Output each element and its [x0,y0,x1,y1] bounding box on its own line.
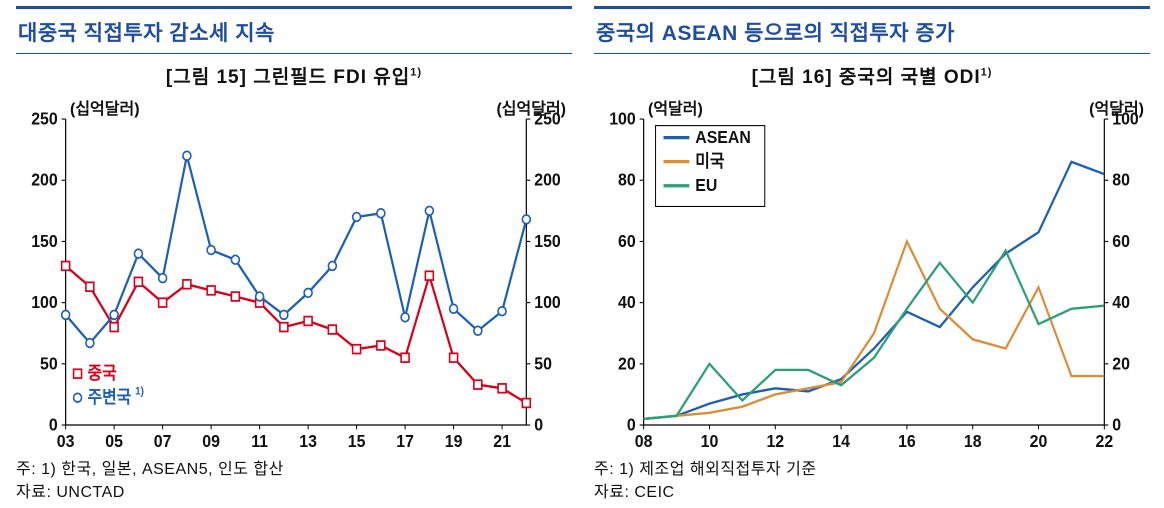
left-unit-left: (십억달러) [70,95,140,119]
svg-text:40: 40 [618,292,636,312]
svg-text:20: 20 [1112,354,1130,374]
svg-text:150: 150 [31,231,57,251]
right-unit-left: (억달러) [648,95,703,119]
left-chart-box: (십억달러) (십억달러) 00505010010015015020020025… [16,95,572,456]
svg-text:100: 100 [609,109,635,129]
svg-text:0: 0 [1112,415,1121,435]
svg-text:200: 200 [534,170,560,190]
svg-text:21: 21 [493,431,511,451]
right-chart-title-sup: 1) [981,67,993,79]
svg-text:50: 50 [534,354,552,374]
svg-text:60: 60 [1112,231,1130,251]
right-note1-text: 제조업 해외직접투자 기준 [639,461,816,478]
right-chart-title: [그림 16] 중국의 국별 ODI1) [594,62,1150,89]
svg-text:ASEAN: ASEAN [695,127,751,147]
svg-text:100: 100 [31,292,57,312]
svg-text:05: 05 [105,431,123,451]
right-panel: 중국의 ASEAN 등으로의 직접투자 증가 [그림 16] 중국의 국별 OD… [582,0,1164,508]
svg-text:11: 11 [251,431,268,451]
svg-text:주변국: 주변국 [87,387,131,407]
svg-text:08: 08 [635,431,653,451]
left-panel: 대중국 직접투자 감소세 지속 [그림 15] 그린필드 FDI 유입1) (십… [0,0,582,508]
right-note2-label: 자료: [594,484,634,501]
svg-text:150: 150 [534,231,560,251]
svg-text:1): 1) [135,386,144,398]
svg-text:16: 16 [898,431,916,451]
svg-text:03: 03 [57,431,75,451]
svg-text:미국: 미국 [695,151,724,171]
svg-text:60: 60 [618,231,636,251]
left-chart-svg: 0050501001001501502002002502500305070911… [16,95,572,456]
svg-text:100: 100 [534,292,560,312]
left-chart-title-sup: 1) [410,67,422,79]
svg-text:07: 07 [154,431,172,451]
svg-text:40: 40 [1112,292,1130,312]
svg-text:14: 14 [832,431,850,451]
right-note2-text: CEIC [634,484,674,501]
svg-text:20: 20 [1030,431,1048,451]
svg-text:80: 80 [1112,170,1130,190]
svg-text:중국: 중국 [87,363,116,383]
left-chart-title: [그림 15] 그린필드 FDI 유입1) [16,62,572,89]
left-note1-text: 한국, 일본, ASEAN5, 인도 합산 [61,461,284,478]
left-unit-right: (십억달러) [496,95,566,119]
svg-text:20: 20 [618,354,636,374]
figure-pair: 대중국 직접투자 감소세 지속 [그림 15] 그린필드 FDI 유입1) (십… [0,0,1164,508]
left-note2-text: UNCTAD [56,484,124,501]
svg-text:13: 13 [299,431,317,451]
right-chart-box: (억달러) (억달러) 0020204040606080801001000810… [594,95,1150,456]
svg-text:17: 17 [396,431,414,451]
left-notes: 주: 1) 한국, 일본, ASEAN5, 인도 합산 자료: UNCTAD [16,458,572,504]
svg-text:12: 12 [766,431,784,451]
svg-text:19: 19 [445,431,463,451]
svg-text:22: 22 [1096,431,1114,451]
svg-text:200: 200 [31,170,57,190]
right-chart-svg: 0020204040606080801001000810121416182022… [594,95,1150,456]
right-chart-title-text: [그림 16] 중국의 국별 ODI [752,67,981,88]
svg-text:250: 250 [31,109,57,129]
svg-text:10: 10 [701,431,719,451]
svg-text:15: 15 [348,431,366,451]
svg-text:0: 0 [534,415,543,435]
left-panel-title: 대중국 직접투자 감소세 지속 [16,6,572,54]
svg-text:18: 18 [964,431,982,451]
left-note2-label: 자료: [16,484,56,501]
svg-text:EU: EU [695,175,717,195]
right-note1-label: 주: 1) [594,461,639,478]
left-note1-label: 주: 1) [16,461,61,478]
right-unit-right: (억달러) [1089,95,1144,119]
svg-text:80: 80 [618,170,636,190]
svg-text:50: 50 [40,354,58,374]
right-notes: 주: 1) 제조업 해외직접투자 기준 자료: CEIC [594,458,1150,504]
svg-text:09: 09 [202,431,220,451]
right-panel-title: 중국의 ASEAN 등으로의 직접투자 증가 [594,6,1150,54]
left-chart-title-text: [그림 15] 그린필드 FDI 유입 [166,67,410,88]
